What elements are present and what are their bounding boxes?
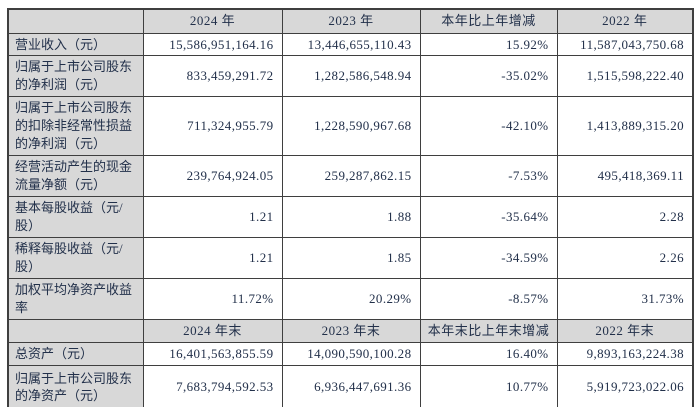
cell-value: -8.57%	[419, 277, 558, 320]
cell-value: 833,459,291.72	[142, 55, 283, 98]
header-year-2024: 2024 年	[142, 8, 283, 34]
row-label: 加权平均净资产收益率	[7, 277, 144, 320]
table-row-net-assets: 归属于上市公司股东的净资产（元） 7,683,794,592.53 6,936,…	[7, 364, 694, 407]
cell-value: 2.26	[556, 236, 694, 279]
table-row-operating-cash-flow: 经营活动产生的现金流量净额（元） 239,764,924.05 259,287,…	[7, 155, 694, 197]
header-row-annual: 2024 年 2023 年 本年比上年增减 2022 年	[7, 8, 694, 34]
row-label: 稀释每股收益（元/股）	[7, 236, 144, 279]
header-year-end-change: 本年末比上年末增减	[419, 318, 558, 343]
header-year-end-2024: 2024 年末	[142, 318, 283, 343]
cell-value: -35.02%	[419, 55, 558, 98]
header-yoy-change: 本年比上年增减	[419, 8, 558, 34]
row-label: 归属于上市公司股东的净利润（元）	[7, 55, 144, 98]
cell-value: 711,324,955.79	[142, 96, 283, 157]
cell-value: 7,683,794,592.53	[142, 364, 283, 407]
cell-value: 20.29%	[281, 277, 421, 320]
cell-value: 1,515,598,222.40	[556, 55, 694, 98]
financial-summary-table: 2024 年 2023 年 本年比上年增减 2022 年 营业收入（元） 15,…	[7, 8, 694, 407]
table-row-net-profit: 归属于上市公司股东的净利润（元） 833,459,291.72 1,282,58…	[7, 55, 694, 98]
cell-value: 1.21	[142, 236, 283, 279]
cell-value: 5,919,723,022.06	[556, 364, 694, 407]
cell-value: 259,287,862.15	[281, 155, 421, 197]
row-label: 归属于上市公司股东的扣除非经常性损益的净利润（元）	[7, 96, 144, 157]
cell-value: 1,228,590,967.68	[281, 96, 421, 157]
cell-value: -34.59%	[419, 236, 558, 279]
header-blank-cell	[7, 8, 144, 34]
table-row-net-profit-excl-nonrecurring: 归属于上市公司股东的扣除非经常性损益的净利润（元） 711,324,955.79…	[7, 96, 694, 157]
cell-value: 15,586,951,164.16	[142, 32, 283, 57]
cell-value: 10.77%	[419, 364, 558, 407]
header-year-end-2022: 2022 年末	[556, 318, 694, 343]
cell-value: 2.28	[556, 196, 694, 238]
header-year-2022: 2022 年	[556, 8, 694, 34]
row-label: 营业收入（元）	[7, 32, 144, 57]
cell-value: 1,413,889,315.20	[556, 96, 694, 157]
table-row-basic-eps: 基本每股收益（元/股） 1.21 1.88 -35.64% 2.28	[7, 196, 694, 238]
header-year-end-2023: 2023 年末	[281, 318, 421, 343]
cell-value: 1.21	[142, 196, 283, 238]
cell-value: 6,936,447,691.36	[281, 364, 421, 407]
cell-value: 15.92%	[419, 32, 558, 57]
row-label: 归属于上市公司股东的净资产（元）	[7, 364, 144, 407]
row-label: 基本每股收益（元/股）	[7, 196, 144, 238]
row-label: 总资产（元）	[7, 341, 144, 366]
cell-value: 11.72%	[142, 277, 283, 320]
header-blank-cell	[7, 318, 144, 343]
cell-value: -7.53%	[419, 155, 558, 197]
cell-value: -35.64%	[419, 196, 558, 238]
cell-value: 495,418,369.11	[556, 155, 694, 197]
cell-value: 13,446,655,110.43	[281, 32, 421, 57]
row-label: 经营活动产生的现金流量净额（元）	[7, 155, 144, 197]
cell-value: 9,893,163,224.38	[556, 341, 694, 366]
cell-value: 239,764,924.05	[142, 155, 283, 197]
table-row-diluted-eps: 稀释每股收益（元/股） 1.21 1.85 -34.59% 2.26	[7, 236, 694, 279]
cell-value: 14,090,590,100.28	[281, 341, 421, 366]
table-row-weighted-avg-roe: 加权平均净资产收益率 11.72% 20.29% -8.57% 31.73%	[7, 277, 694, 320]
table-row-revenue: 营业收入（元） 15,586,951,164.16 13,446,655,110…	[7, 32, 694, 57]
cell-value: -42.10%	[419, 96, 558, 157]
header-year-2023: 2023 年	[281, 8, 421, 34]
cell-value: 16,401,563,855.59	[142, 341, 283, 366]
header-row-year-end: 2024 年末 2023 年末 本年末比上年末增减 2022 年末	[7, 318, 694, 343]
table-row-total-assets: 总资产（元） 16,401,563,855.59 14,090,590,100.…	[7, 341, 694, 366]
cell-value: 31.73%	[556, 277, 694, 320]
cell-value: 11,587,043,750.68	[556, 32, 694, 57]
cell-value: 1.88	[281, 196, 421, 238]
cell-value: 1,282,586,548.94	[281, 55, 421, 98]
cell-value: 1.85	[281, 236, 421, 279]
cell-value: 16.40%	[419, 341, 558, 366]
